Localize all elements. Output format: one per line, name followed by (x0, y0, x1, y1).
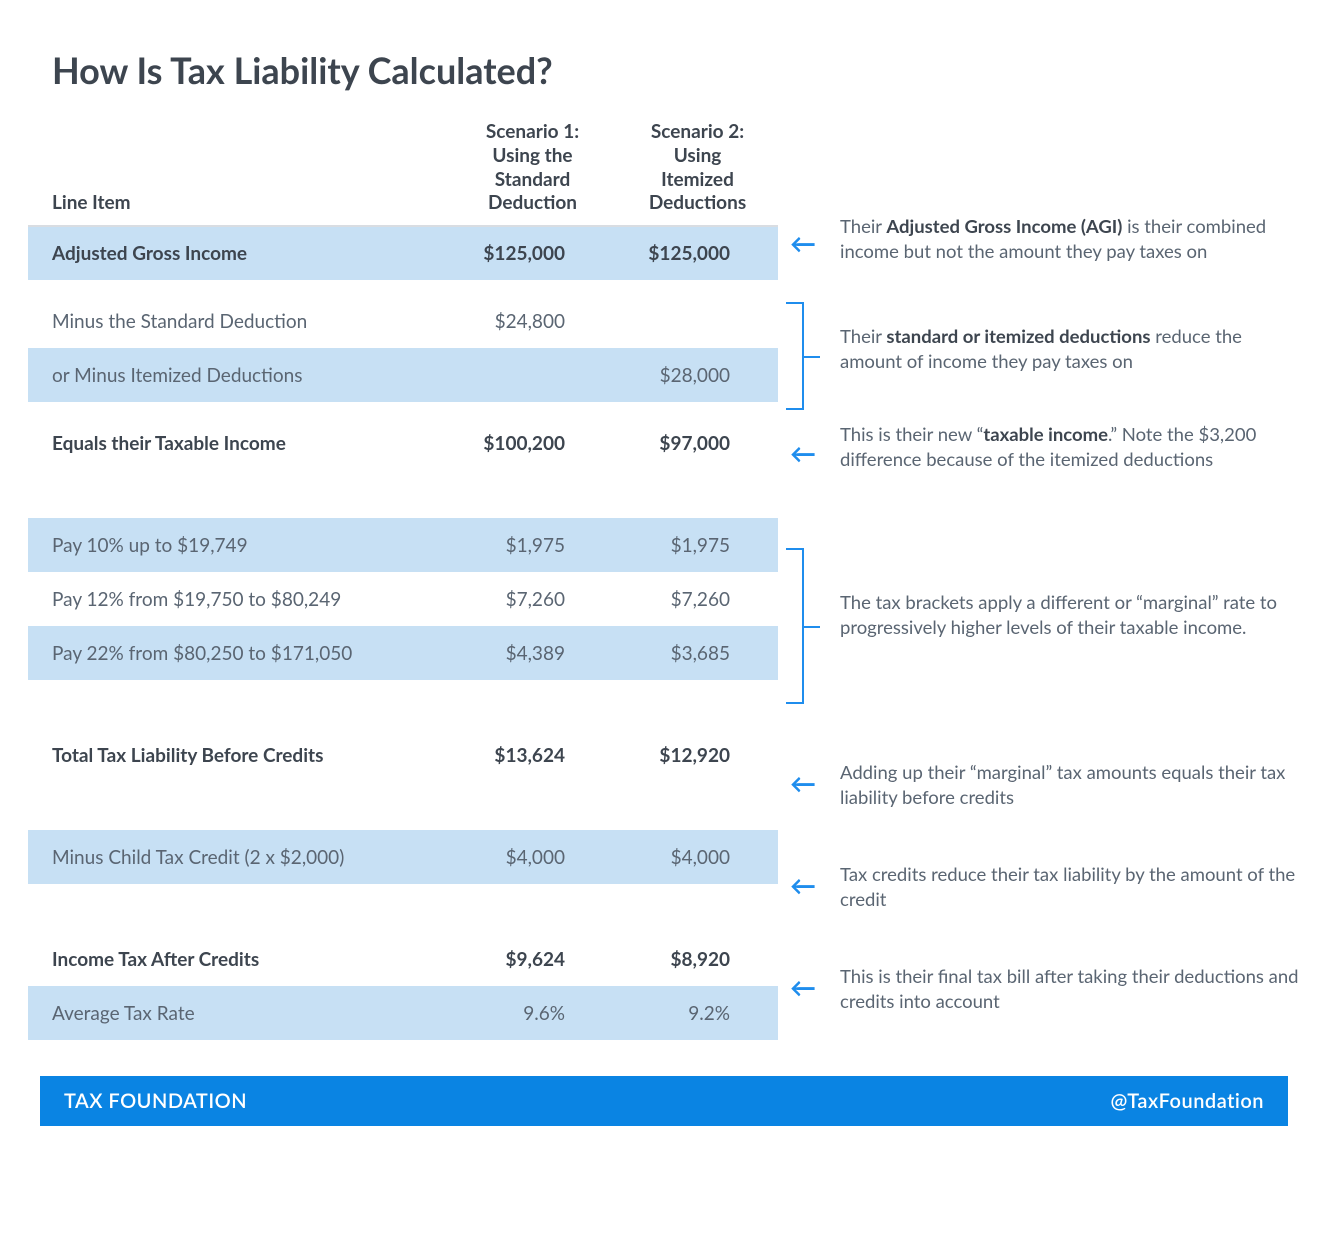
row-child-tax-credit: Minus Child Tax Credit (2 x $2,000) $4,0… (28, 830, 778, 884)
cell-s2: $8,920 (613, 932, 778, 986)
cell-s1: $9,624 (448, 932, 613, 986)
row-total-before-credits: Total Tax Liability Before Credits $13,6… (28, 728, 778, 782)
cell-s1: 9.6% (448, 986, 613, 1040)
cell-label: Average Tax Rate (28, 986, 448, 1040)
cell-s2: $97,000 (613, 416, 778, 470)
cell-label: Pay 12% from $19,750 to $80,249 (28, 572, 448, 626)
annotation-after: This is their final tax bill after takin… (840, 964, 1308, 1014)
table: Line Item Scenario 1: Using the Standard… (28, 120, 778, 1040)
cell-s1: $1,975 (448, 518, 613, 572)
footer: TAX FOUNDATION @TaxFoundation (0, 1076, 1328, 1126)
arrow-left-icon: ← (790, 868, 816, 903)
cell-s2: $4,000 (613, 830, 778, 884)
cell-s1: $7,260 (448, 572, 613, 626)
cell-label: Minus the Standard Deduction (28, 294, 448, 348)
cell-s2: 9.2% (613, 986, 778, 1040)
page-title: How Is Tax Liability Calculated? (0, 0, 1328, 120)
bracket-icon (786, 302, 804, 410)
table-header-row: Line Item Scenario 1: Using the Standard… (28, 120, 778, 226)
cell-s2: $1,975 (613, 518, 778, 572)
cell-s2: $7,260 (613, 572, 778, 626)
cell-s1: $24,800 (448, 294, 613, 348)
footer-org: TAX FOUNDATION (64, 1089, 247, 1113)
cell-s2 (613, 294, 778, 348)
annotation-taxable: This is their new “taxable income.” Note… (840, 422, 1308, 472)
row-itemized-deductions: or Minus Itemized Deductions $28,000 (28, 348, 778, 402)
cell-s1: $125,000 (448, 226, 613, 280)
cell-label: or Minus Itemized Deductions (28, 348, 448, 402)
cell-s1: $100,200 (448, 416, 613, 470)
spacer (28, 402, 778, 416)
annotation-deductions: Their standard or itemized deductions re… (840, 324, 1308, 374)
cell-label: Minus Child Tax Credit (2 x $2,000) (28, 830, 448, 884)
spacer (28, 280, 778, 294)
cell-label: Income Tax After Credits (28, 932, 448, 986)
cell-s2: $12,920 (613, 728, 778, 782)
cell-s2: $3,685 (613, 626, 778, 680)
cell-label: Total Tax Liability Before Credits (28, 728, 448, 782)
row-taxable-income: Equals their Taxable Income $100,200 $97… (28, 416, 778, 470)
footer-handle: @TaxFoundation (1111, 1089, 1265, 1113)
page: How Is Tax Liability Calculated? Line It… (0, 0, 1328, 1126)
annotation-brackets: The tax brackets apply a different or “m… (840, 590, 1308, 640)
arrow-left-icon: ← (790, 970, 816, 1005)
cell-label: Equals their Taxable Income (28, 416, 448, 470)
spacer (28, 680, 778, 728)
cell-s1: $13,624 (448, 728, 613, 782)
cell-s1: $4,000 (448, 830, 613, 884)
spacer (28, 782, 778, 830)
annotations-panel: ← Their Adjusted Gross Income (AGI) is t… (778, 120, 1318, 1040)
row-average-tax-rate: Average Tax Rate 9.6% 9.2% (28, 986, 778, 1040)
col-header-scenario-1: Scenario 1: Using the Standard Deduction (448, 120, 613, 226)
cell-s1: $4,389 (448, 626, 613, 680)
content-area: Line Item Scenario 1: Using the Standard… (0, 120, 1328, 1040)
spacer (28, 884, 778, 932)
spacer (28, 470, 778, 518)
cell-s1 (448, 348, 613, 402)
arrow-left-icon: ← (790, 766, 816, 801)
annotation-ctc: Tax credits reduce their tax liability b… (840, 862, 1308, 912)
cell-label: Pay 22% from $80,250 to $171,050 (28, 626, 448, 680)
col-header-line-item: Line Item (28, 120, 448, 226)
row-bracket-12: Pay 12% from $19,750 to $80,249 $7,260 $… (28, 572, 778, 626)
cell-s2: $28,000 (613, 348, 778, 402)
arrow-left-icon: ← (790, 226, 816, 261)
row-after-credits: Income Tax After Credits $9,624 $8,920 (28, 932, 778, 986)
tax-table: Line Item Scenario 1: Using the Standard… (28, 120, 778, 1040)
row-bracket-22: Pay 22% from $80,250 to $171,050 $4,389 … (28, 626, 778, 680)
footer-bar: TAX FOUNDATION @TaxFoundation (40, 1076, 1288, 1126)
row-agi: Adjusted Gross Income $125,000 $125,000 (28, 226, 778, 280)
bracket-icon (786, 548, 804, 704)
cell-label: Pay 10% up to $19,749 (28, 518, 448, 572)
cell-s2: $125,000 (613, 226, 778, 280)
arrow-left-icon: ← (790, 436, 816, 471)
annotation-total: Adding up their “marginal” tax amounts e… (840, 760, 1308, 810)
row-standard-deduction: Minus the Standard Deduction $24,800 (28, 294, 778, 348)
cell-label: Adjusted Gross Income (28, 226, 448, 280)
row-bracket-10: Pay 10% up to $19,749 $1,975 $1,975 (28, 518, 778, 572)
col-header-scenario-2: Scenario 2: Using Itemized Deductions (613, 120, 778, 226)
annotation-agi: Their Adjusted Gross Income (AGI) is the… (840, 214, 1308, 264)
